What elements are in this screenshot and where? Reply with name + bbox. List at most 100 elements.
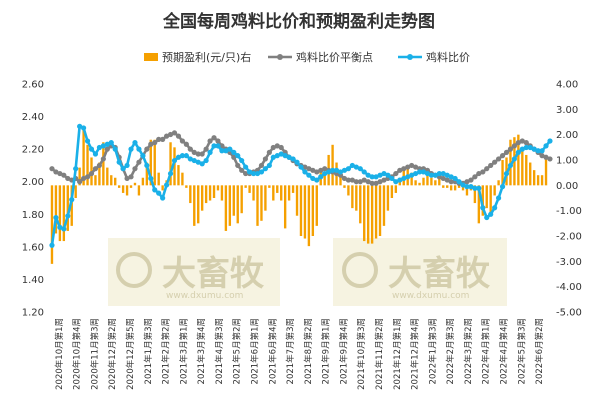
balance-point — [144, 146, 150, 152]
bar-profit — [106, 167, 109, 186]
balance-point — [57, 170, 63, 177]
balance-point — [61, 172, 67, 178]
ratio-point — [345, 166, 352, 172]
bar-profit — [351, 185, 354, 209]
bar-profit — [280, 185, 283, 201]
balance-point — [274, 143, 280, 149]
balance-point — [49, 166, 55, 172]
y-right-tick-label: -2.00 — [556, 232, 582, 243]
watermark-logo — [116, 252, 152, 288]
bar-profit — [283, 185, 287, 229]
bar-profit — [461, 185, 465, 191]
x-tick-label: 2021年9月第4周 — [338, 318, 349, 384]
watermark-text: 大畜牧 — [162, 254, 265, 294]
bar-profit — [390, 185, 394, 198]
bar-profit — [430, 177, 433, 186]
y-left-tick-label: 1.80 — [22, 210, 44, 221]
ratio-point — [333, 167, 340, 173]
bar-profit — [260, 185, 263, 221]
bar-profit — [98, 162, 101, 186]
bar-profit — [78, 167, 81, 186]
ratio-point — [112, 146, 118, 152]
x-tick-label: 2021年10月第3周 — [356, 318, 367, 390]
bar-profit — [532, 170, 536, 186]
ratio-point — [503, 170, 510, 177]
ratio-point — [108, 140, 114, 146]
bar-profit — [185, 185, 188, 188]
y-left-tick-label: 1.40 — [22, 275, 44, 286]
ratio-point — [401, 175, 407, 182]
y-left-tick-label: 2.40 — [22, 112, 44, 123]
balance-point — [124, 175, 130, 182]
bar-profit — [422, 177, 425, 186]
bar-profit — [339, 172, 342, 186]
bar-profit — [145, 162, 149, 186]
bar-profit — [244, 185, 247, 188]
balance-point — [175, 133, 182, 139]
ratio-point — [152, 187, 158, 193]
bar-profit — [224, 185, 228, 231]
balance-point — [258, 162, 265, 169]
watermark-1: 大畜牧 www.dxumu.com — [108, 238, 280, 306]
ratio-point — [495, 195, 502, 201]
bar-profit — [410, 172, 413, 186]
x-tick-label: 2022年5月第3周 — [516, 318, 527, 384]
balance-point — [77, 179, 83, 185]
balance-point — [84, 174, 91, 180]
balance-point — [203, 146, 209, 152]
ratio-point — [227, 146, 233, 152]
legend-label-profit: 预期盈利(元/只)右 — [162, 50, 251, 64]
ratio-point — [452, 175, 458, 182]
bar-profit — [414, 180, 417, 186]
ratio-point — [523, 144, 529, 151]
bar-profit — [303, 185, 307, 239]
balance-point — [409, 162, 415, 169]
ratio-point — [369, 174, 375, 180]
bar-profit — [117, 185, 121, 188]
x-tick-label: 2021年6月第1周 — [250, 318, 261, 384]
ratio-point — [377, 172, 383, 178]
ratio-point — [460, 182, 466, 188]
bar-profit — [102, 142, 105, 186]
ratio-point — [337, 169, 344, 175]
balance-point — [444, 177, 450, 183]
balance-point — [314, 169, 320, 175]
ratio-point — [258, 169, 265, 175]
balance-point — [480, 169, 486, 175]
bar-profit — [540, 175, 544, 186]
y-right-tick-label: -5.00 — [556, 308, 582, 319]
bar-profit — [220, 185, 224, 201]
ratio-point — [290, 156, 296, 162]
x-tick-label: 2021年8月第2周 — [303, 318, 314, 384]
ratio-point — [278, 151, 284, 157]
balance-point — [148, 141, 154, 147]
balance-point — [468, 177, 474, 183]
bar-profit — [240, 185, 243, 214]
ratio-point — [409, 172, 415, 178]
ratio-point — [456, 179, 462, 185]
bar-profit — [133, 182, 137, 186]
ratio-point — [49, 242, 55, 248]
ratio-point — [428, 172, 435, 178]
ratio-point — [250, 170, 257, 177]
bar-profit — [82, 127, 85, 186]
ratio-point — [163, 182, 170, 188]
ratio-point — [515, 149, 521, 155]
balance-point — [492, 159, 498, 165]
bar-profit — [473, 185, 477, 204]
y-left-tick-label: 2.20 — [22, 145, 44, 156]
balance-point — [448, 179, 454, 185]
balance-point — [278, 144, 284, 151]
ratio-point — [365, 172, 371, 178]
bar-profit — [264, 185, 267, 211]
balance-point — [499, 153, 506, 159]
bar-profit — [331, 144, 334, 186]
ratio-point — [132, 140, 138, 146]
x-tick-label: 2021年9月第1周 — [321, 318, 332, 384]
x-tick-label: 2022年6月第2周 — [534, 318, 545, 384]
ratio-point — [318, 174, 324, 180]
ratio-point — [231, 149, 237, 155]
balance-point — [310, 167, 316, 173]
ratio-point — [175, 154, 182, 160]
bar-profit — [200, 185, 204, 211]
